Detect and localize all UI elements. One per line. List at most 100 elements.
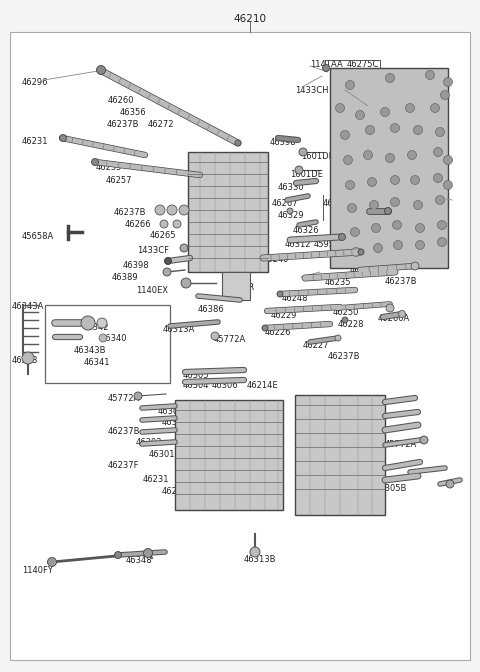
Circle shape <box>431 103 440 112</box>
Circle shape <box>433 173 443 183</box>
Text: 46257: 46257 <box>106 176 132 185</box>
Text: 46260A: 46260A <box>378 314 410 323</box>
Text: 46305: 46305 <box>158 407 184 416</box>
Text: 46237B: 46237B <box>114 208 146 217</box>
Text: 46249E: 46249E <box>350 266 382 275</box>
Text: 46272: 46272 <box>148 120 175 129</box>
Circle shape <box>385 73 395 83</box>
Text: 46301: 46301 <box>149 450 176 459</box>
Circle shape <box>348 204 357 212</box>
Text: 1141AA: 1141AA <box>310 60 343 69</box>
Text: 46313A: 46313A <box>163 325 195 334</box>
Text: 46303: 46303 <box>162 418 189 427</box>
Circle shape <box>393 220 401 230</box>
Text: 46306: 46306 <box>334 414 360 423</box>
Circle shape <box>350 228 360 237</box>
Circle shape <box>144 548 153 558</box>
Circle shape <box>370 200 379 210</box>
Text: 46223: 46223 <box>12 356 38 365</box>
Text: 46278A: 46278A <box>197 483 229 492</box>
Circle shape <box>435 128 444 136</box>
Circle shape <box>22 352 34 364</box>
Circle shape <box>444 77 453 87</box>
Circle shape <box>384 208 392 214</box>
Text: 46329: 46329 <box>278 211 304 220</box>
Circle shape <box>408 151 417 159</box>
Bar <box>295 395 385 515</box>
Text: 46280: 46280 <box>188 495 215 504</box>
Text: 46330: 46330 <box>278 183 305 192</box>
Text: 46343A: 46343A <box>12 302 44 311</box>
Circle shape <box>336 103 345 112</box>
Text: 45952A: 45952A <box>314 240 346 249</box>
Circle shape <box>92 159 98 165</box>
Circle shape <box>115 552 121 558</box>
Circle shape <box>173 220 181 228</box>
Text: 46214E: 46214E <box>247 381 278 390</box>
Text: 46235: 46235 <box>325 278 351 287</box>
Circle shape <box>351 247 360 257</box>
Circle shape <box>391 124 399 132</box>
Circle shape <box>179 205 189 215</box>
Circle shape <box>250 547 260 557</box>
Text: 1141AA: 1141AA <box>378 199 411 208</box>
Text: 46210: 46210 <box>233 14 266 24</box>
Text: 46231: 46231 <box>22 137 48 146</box>
Text: 46304: 46304 <box>183 381 209 390</box>
Circle shape <box>446 480 454 488</box>
Text: 46313B: 46313B <box>244 555 276 564</box>
Text: 46398: 46398 <box>123 261 150 270</box>
Circle shape <box>342 317 348 323</box>
Text: 46304B: 46304B <box>321 477 353 486</box>
Circle shape <box>420 436 428 444</box>
Text: 45772A: 45772A <box>352 471 384 480</box>
Text: 46306: 46306 <box>190 415 216 424</box>
Bar <box>45 305 170 383</box>
Text: 46341: 46341 <box>84 358 110 367</box>
Circle shape <box>323 65 329 71</box>
Text: 46237B: 46237B <box>328 352 360 361</box>
Text: 46255: 46255 <box>96 163 122 172</box>
Text: 46275C: 46275C <box>347 60 379 69</box>
Text: 46306: 46306 <box>308 464 335 473</box>
Circle shape <box>441 91 449 99</box>
Circle shape <box>437 220 446 230</box>
Circle shape <box>155 205 165 215</box>
Text: 46237B: 46237B <box>107 120 140 129</box>
Text: 46250: 46250 <box>333 308 360 317</box>
Circle shape <box>165 257 171 265</box>
Circle shape <box>368 177 376 187</box>
Text: 46356: 46356 <box>120 108 146 117</box>
Circle shape <box>413 200 422 210</box>
Text: 46276: 46276 <box>346 106 372 115</box>
Circle shape <box>398 310 406 317</box>
Text: 46398: 46398 <box>270 138 297 147</box>
Text: 46237B: 46237B <box>385 277 418 286</box>
Circle shape <box>181 278 191 288</box>
Circle shape <box>346 181 355 190</box>
Bar <box>330 68 448 268</box>
Circle shape <box>99 334 107 342</box>
Text: 46277: 46277 <box>308 402 335 411</box>
Text: 1601DE: 1601DE <box>301 152 334 161</box>
Bar <box>222 272 250 300</box>
Text: 46227: 46227 <box>303 341 329 350</box>
Text: 45772A: 45772A <box>214 335 246 344</box>
Text: 46229: 46229 <box>271 311 298 320</box>
Text: 46267: 46267 <box>272 199 299 208</box>
Text: 1433CF: 1433CF <box>137 246 169 255</box>
Text: 46305B: 46305B <box>375 484 408 493</box>
Circle shape <box>410 175 420 185</box>
Circle shape <box>413 126 422 134</box>
Circle shape <box>394 241 403 249</box>
Circle shape <box>391 175 399 185</box>
Circle shape <box>358 249 364 255</box>
Text: 46306: 46306 <box>212 381 239 390</box>
Circle shape <box>277 291 283 297</box>
Circle shape <box>134 392 142 400</box>
Text: 1140FY: 1140FY <box>22 566 53 575</box>
Text: 46348: 46348 <box>126 556 153 565</box>
Text: 46386: 46386 <box>198 305 225 314</box>
Circle shape <box>262 325 268 331</box>
Circle shape <box>373 243 383 253</box>
